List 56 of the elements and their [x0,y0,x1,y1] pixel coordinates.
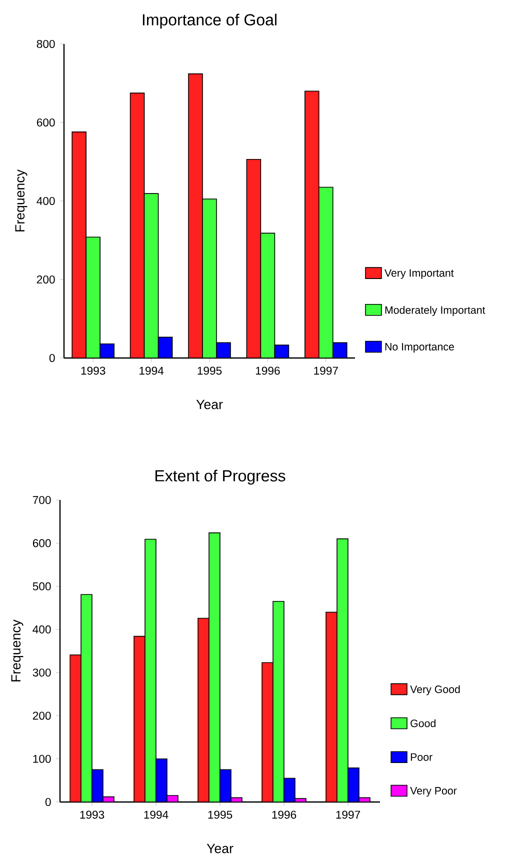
y-axis-title: Frequency [11,620,24,682]
bar [246,158,262,358]
bar [70,654,82,802]
x-tick-label: 1996 [272,810,296,819]
y-tick-label: 300 [32,668,51,677]
bar [198,618,210,802]
y-tick-label: 600 [36,118,55,127]
y-tick-label: 800 [36,40,55,48]
x-axis-title: Year [196,400,223,410]
bar [134,636,146,802]
bar [80,594,92,802]
y-tick-label: 0 [49,354,55,362]
x-tick-label: 1994 [144,810,168,819]
bar [72,132,86,358]
x-tick-label: 1996 [256,366,280,375]
bar [262,662,274,802]
y-tick-label: 700 [32,496,51,504]
bar [188,73,203,358]
x-axis-title: Year [206,844,234,854]
bar [144,538,156,802]
y-tick-label: 600 [32,539,51,548]
chart-title: Extent of Progress [156,470,286,485]
legend-label: No Importance [385,343,454,353]
x-tick-label: 1995 [208,810,232,819]
y-axis-title: Frequency [15,170,28,232]
y-tick-label: 400 [36,196,55,206]
bar [336,538,348,802]
bar [86,236,100,358]
x-tick-label: 1993 [80,810,104,819]
y-tick-label: 200 [36,275,55,284]
bar [326,612,338,802]
chart-title: Importance of Goal [142,14,276,29]
legend-label: Poor [410,753,432,761]
y-tick-label: 100 [33,754,51,763]
y-tick-label: 400 [32,625,51,634]
x-tick-label: 1997 [314,366,338,375]
y-tick-label: 200 [32,712,51,720]
bar [144,193,159,358]
bar [260,232,276,358]
y-tick-label: 500 [32,582,51,590]
legend-label: Very Important [384,269,454,279]
bar [272,600,284,802]
legend-label: Good [410,719,436,728]
x-tick-label: 1997 [336,810,360,819]
bar [304,90,320,358]
legend-label: Very Poor [410,787,457,797]
legend-label: Very Good [410,685,460,696]
x-tick-label: 1993 [81,366,106,375]
x-tick-label: 1995 [198,366,222,375]
bar [318,186,334,358]
y-tick-label: 0 [45,798,51,806]
x-tick-label: 1994 [140,366,164,375]
legend-label: Moderately Important [385,306,486,316]
bar [208,532,220,802]
bar [202,198,217,358]
bar [130,92,145,358]
